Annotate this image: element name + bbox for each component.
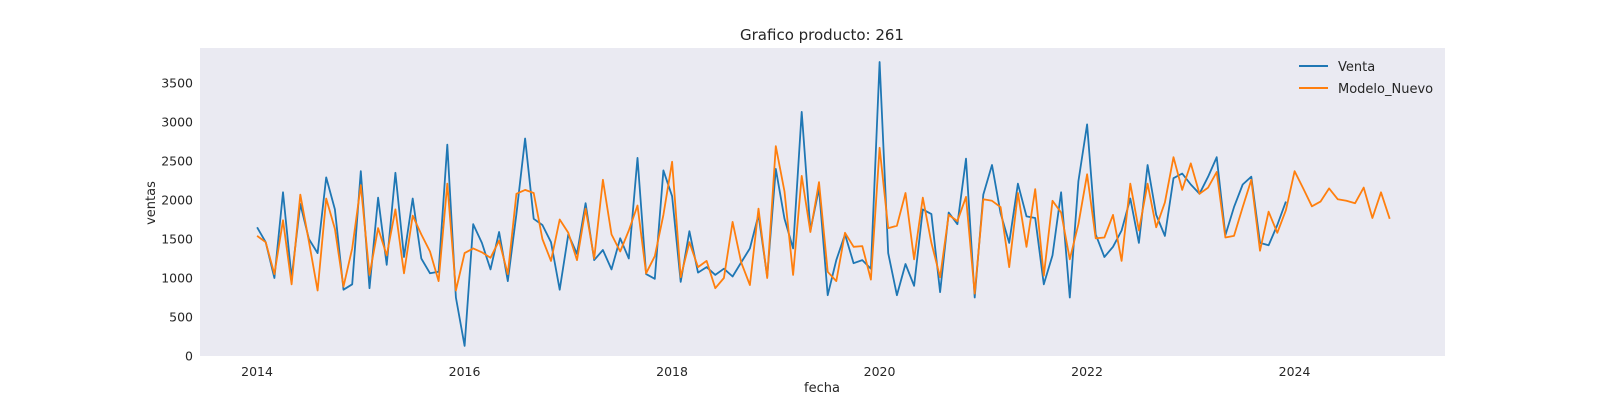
x-tick-label: 2020 bbox=[864, 364, 896, 379]
legend-label-venta: Venta bbox=[1338, 60, 1375, 75]
y-axis-ticks: 0 500 1000 1500 2000 2500 3000 3500 bbox=[161, 76, 193, 364]
y-tick-label: 3500 bbox=[161, 76, 193, 91]
y-tick-label: 0 bbox=[185, 349, 193, 364]
legend: Venta Modelo_Nuevo bbox=[1299, 60, 1433, 97]
x-tick-label: 2018 bbox=[656, 364, 688, 379]
series-lines bbox=[256, 61, 1391, 347]
x-tick-label: 2016 bbox=[449, 364, 481, 379]
y-axis-label: ventas bbox=[144, 181, 159, 225]
y-tick-label: 3000 bbox=[161, 115, 193, 130]
x-tick-label: 2024 bbox=[1279, 364, 1311, 379]
x-tick-label: 2022 bbox=[1071, 364, 1103, 379]
plot-background bbox=[200, 48, 1445, 356]
y-tick-label: 2000 bbox=[161, 193, 193, 208]
legend-label-modelo-nuevo: Modelo_Nuevo bbox=[1338, 82, 1433, 97]
x-axis-ticks: 2014 2016 2018 2020 2022 2024 bbox=[241, 364, 1310, 379]
y-tick-label: 500 bbox=[169, 310, 193, 325]
chart-title: Grafico producto: 261 bbox=[740, 26, 904, 44]
y-tick-label: 1000 bbox=[161, 271, 193, 286]
y-tick-label: 2500 bbox=[161, 154, 193, 169]
x-axis-label: fecha bbox=[804, 381, 840, 396]
y-tick-label: 1500 bbox=[161, 232, 193, 247]
series-line-modelo-nuevo bbox=[256, 145, 1391, 295]
x-tick-label: 2014 bbox=[241, 364, 273, 379]
